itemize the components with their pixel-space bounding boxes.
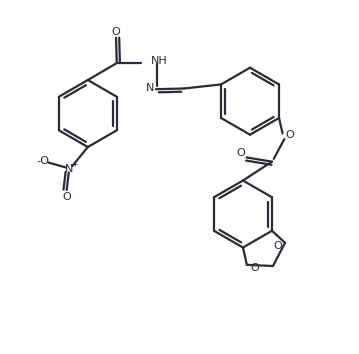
- Text: O: O: [285, 130, 294, 139]
- Text: NH: NH: [151, 56, 168, 66]
- Text: O: O: [250, 263, 259, 273]
- Text: -O: -O: [36, 156, 49, 166]
- Text: O: O: [237, 148, 245, 158]
- Text: O: O: [273, 241, 282, 251]
- Text: O: O: [112, 27, 120, 37]
- Text: N: N: [65, 164, 74, 174]
- Text: +: +: [71, 160, 77, 169]
- Text: O: O: [62, 192, 71, 202]
- Text: N: N: [146, 83, 154, 93]
